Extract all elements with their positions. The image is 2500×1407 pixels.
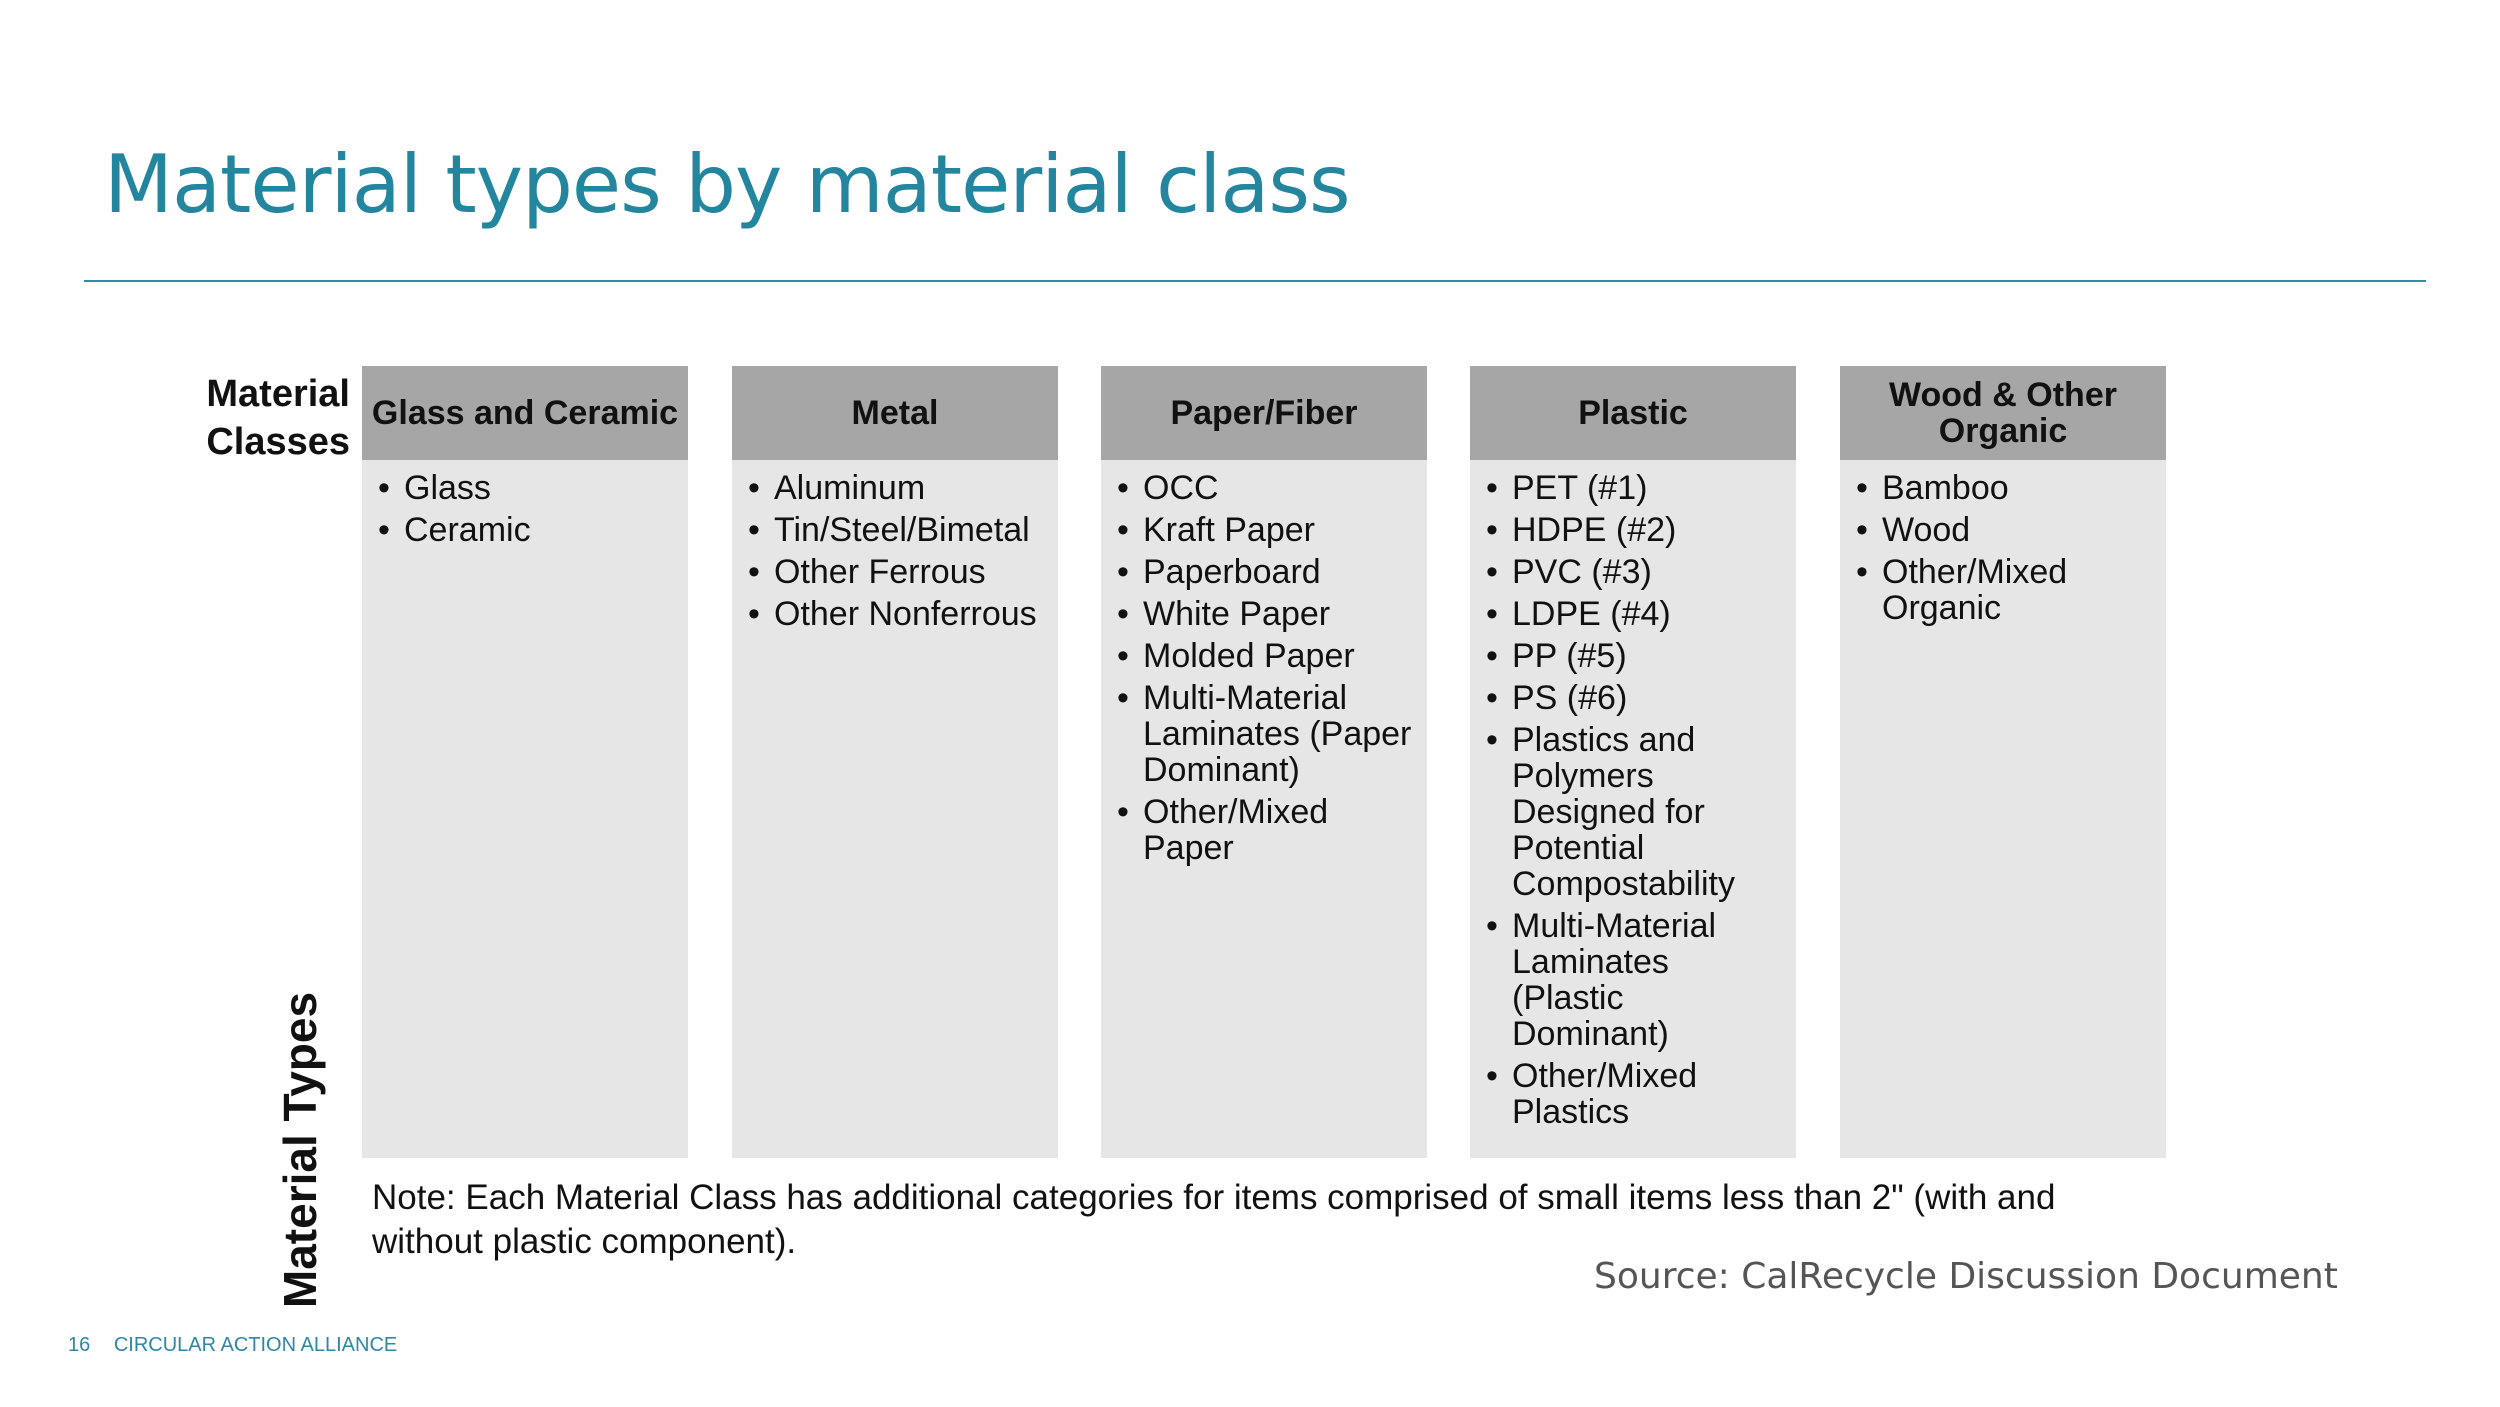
material-type-item: Molded Paper bbox=[1113, 638, 1419, 674]
column-body: OCC Kraft Paper Paperboard White Paper Molde… bbox=[1101, 460, 1427, 1158]
material-type-item: Other/Mixed Paper bbox=[1113, 794, 1419, 866]
column-metal: Metal Aluminum Tin/Steel/Bimetal Other Fer… bbox=[732, 366, 1058, 1158]
column-wood-organic: Wood & Other Organic Bamboo Wood Other/Mix… bbox=[1840, 366, 2166, 1158]
material-type-item: Tin/Steel/Bimetal bbox=[744, 512, 1050, 548]
page-title: Material types by material class bbox=[104, 138, 1351, 231]
column-body: Bamboo Wood Other/Mixed Organic bbox=[1840, 460, 2166, 1158]
material-type-item: Paperboard bbox=[1113, 554, 1419, 590]
source-citation: Source: CalRecycle Discussion Document bbox=[1594, 1256, 2338, 1297]
column-body: Glass Ceramic bbox=[362, 460, 688, 1158]
page-number: 16 bbox=[68, 1334, 91, 1356]
material-classes-label: Material Classes bbox=[150, 370, 350, 466]
footer-brand: CIRCULAR ACTION ALLIANCE bbox=[113, 1334, 398, 1356]
material-type-item: LDPE (#4) bbox=[1482, 596, 1788, 632]
material-type-item: Other/Mixed Organic bbox=[1852, 554, 2158, 626]
material-type-item: Multi-Material Laminates (Paper Dominant… bbox=[1113, 680, 1419, 788]
column-body: Aluminum Tin/Steel/Bimetal Other Ferrous Ot… bbox=[732, 460, 1058, 1158]
material-type-list: Aluminum Tin/Steel/Bimetal Other Ferrous Ot… bbox=[744, 470, 1050, 632]
material-classes-label-line2: Classes bbox=[206, 421, 350, 463]
material-type-item: Plastics and Polymers Designed for Poten… bbox=[1482, 722, 1788, 902]
note-text: Note: Each Material Class has additional… bbox=[372, 1178, 2056, 1261]
column-body: PET (#1) HDPE (#2) PVC (#3) LDPE (#4) PP (#5… bbox=[1470, 460, 1796, 1158]
material-type-item: Other Ferrous bbox=[744, 554, 1050, 590]
column-header: Metal bbox=[732, 366, 1058, 460]
material-type-item: Bamboo bbox=[1852, 470, 2158, 506]
column-header: Paper/Fiber bbox=[1101, 366, 1427, 460]
material-type-list: PET (#1) HDPE (#2) PVC (#3) LDPE (#4) PP (#5… bbox=[1482, 470, 1788, 1130]
material-type-item: Kraft Paper bbox=[1113, 512, 1419, 548]
title-divider bbox=[84, 280, 2426, 282]
material-type-item: OCC bbox=[1113, 470, 1419, 506]
material-type-item: White Paper bbox=[1113, 596, 1419, 632]
material-type-item: PP (#5) bbox=[1482, 638, 1788, 674]
material-type-item: Glass bbox=[374, 470, 680, 506]
material-type-list: OCC Kraft Paper Paperboard White Paper Molde… bbox=[1113, 470, 1419, 866]
material-type-item: Multi-Material Laminates (Plastic Domina… bbox=[1482, 908, 1788, 1052]
column-glass-ceramic: Glass and Ceramic Glass Ceramic bbox=[362, 366, 688, 1158]
column-header: Wood & Other Organic bbox=[1840, 366, 2166, 460]
material-type-item: Aluminum bbox=[744, 470, 1050, 506]
footer: 16 CIRCULAR ACTION ALLIANCE bbox=[68, 1334, 397, 1357]
material-type-item: Other Nonferrous bbox=[744, 596, 1050, 632]
material-type-item: PET (#1) bbox=[1482, 470, 1788, 506]
material-type-item: Other/Mixed Plastics bbox=[1482, 1058, 1788, 1130]
material-classes-label-line1: Material bbox=[206, 373, 350, 415]
material-type-item: PVC (#3) bbox=[1482, 554, 1788, 590]
column-header: Plastic bbox=[1470, 366, 1796, 460]
material-types-label: Material Types bbox=[274, 991, 326, 1309]
material-type-list: Glass Ceramic bbox=[374, 470, 680, 548]
material-type-item: HDPE (#2) bbox=[1482, 512, 1788, 548]
material-type-list: Bamboo Wood Other/Mixed Organic bbox=[1852, 470, 2158, 626]
column-paper-fiber: Paper/Fiber OCC Kraft Paper Paperboard Whit… bbox=[1101, 366, 1427, 1158]
material-type-item: Wood bbox=[1852, 512, 2158, 548]
material-type-item: PS (#6) bbox=[1482, 680, 1788, 716]
material-type-item: Ceramic bbox=[374, 512, 680, 548]
column-header: Glass and Ceramic bbox=[362, 366, 688, 460]
column-plastic: Plastic PET (#1) HDPE (#2) PVC (#3) LDPE (#… bbox=[1470, 366, 1796, 1158]
